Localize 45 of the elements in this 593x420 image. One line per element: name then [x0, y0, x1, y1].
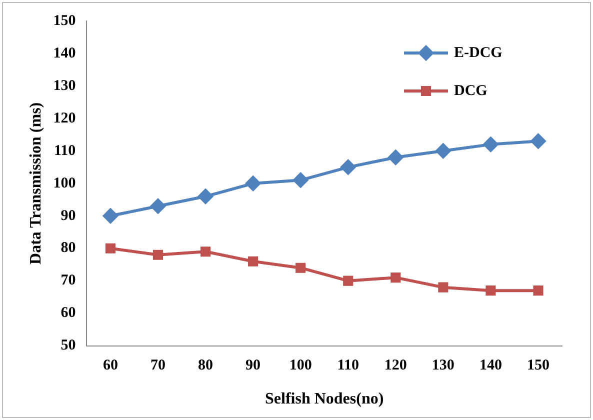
point: [152, 250, 164, 260]
y-axis-title: Data Transmission (ms): [28, 102, 45, 264]
y-tick-label: 110: [54, 142, 76, 159]
x-tick-label: 70: [150, 358, 166, 374]
y-tick-label: 130: [53, 78, 76, 94]
y-tick-label: 140: [53, 45, 76, 62]
point: [533, 286, 544, 296]
y-tick-label: 50: [60, 338, 76, 354]
point: [246, 176, 261, 191]
point: [248, 256, 258, 266]
y-tick-label: 80: [60, 240, 76, 256]
point: [105, 243, 116, 254]
y-tick-label: 150: [53, 12, 76, 29]
x-tick-label: 150: [526, 358, 550, 374]
point: [343, 276, 354, 286]
point: [296, 262, 306, 273]
point: [483, 136, 498, 152]
x-tick-label: 80: [198, 358, 214, 374]
point: [150, 198, 166, 214]
legend-label: DCG: [454, 82, 488, 99]
y-tick-label: 70: [60, 272, 76, 289]
point: [198, 188, 214, 204]
point: [436, 143, 451, 158]
x-tick-label: 120: [384, 358, 407, 374]
x-tick-label: 100: [289, 358, 312, 374]
point: [388, 150, 404, 165]
y-tick-label: 90: [60, 208, 76, 224]
x-tick-label: 110: [337, 358, 359, 374]
legend-label: E-DCG: [454, 44, 503, 61]
point: [486, 286, 496, 296]
point: [340, 160, 356, 175]
y-tick-label: 60: [60, 305, 76, 322]
point: [530, 134, 546, 149]
x-axis-title: Selfish Nodes(no): [265, 390, 384, 408]
y-tick-label: 120: [53, 110, 76, 126]
x-tick-label: 60: [102, 358, 118, 374]
point: [102, 208, 118, 224]
x-tick-label: 90: [246, 358, 261, 374]
point: [200, 246, 211, 257]
x-tick-label: 140: [479, 358, 502, 374]
point: [293, 172, 308, 188]
x-tick-label: 130: [432, 358, 454, 374]
point: [438, 282, 448, 292]
point: [390, 272, 401, 283]
y-tick-label: 100: [53, 175, 76, 192]
